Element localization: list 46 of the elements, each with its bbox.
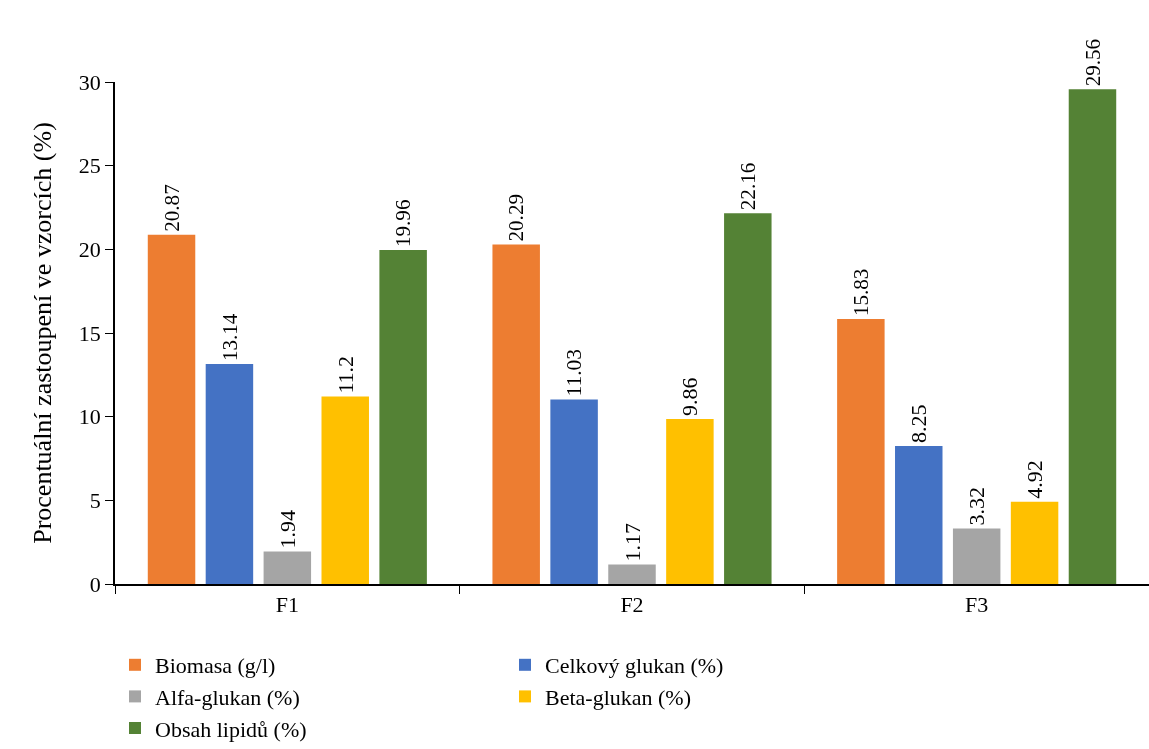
data-label: 1.17 — [619, 522, 645, 562]
bar — [895, 445, 943, 584]
legend-label: Biomasa (g/l) — [155, 653, 276, 679]
data-label: 15.83 — [849, 268, 874, 317]
legend-label: Celkový glukan (%) — [545, 653, 724, 679]
data-label: 29.56 — [1080, 38, 1105, 87]
bar — [147, 234, 196, 584]
bar — [550, 399, 598, 584]
bar — [492, 244, 540, 584]
data-label: 20.29 — [504, 194, 529, 242]
bar — [952, 528, 1001, 584]
y-tick-label: 0 — [89, 571, 101, 597]
bar — [608, 564, 656, 584]
bar — [321, 396, 369, 584]
bar — [837, 319, 885, 584]
x-tick-label: F2 — [620, 592, 644, 618]
data-label: 8.25 — [906, 404, 932, 443]
bar — [666, 419, 714, 584]
y-tick-label: 25 — [78, 153, 101, 179]
data-label: 13.14 — [217, 313, 242, 362]
legend-label: Alfa-glukan (%) — [155, 684, 300, 710]
legend-label: Obsah lipidů (%) — [155, 716, 307, 742]
data-label: 3.32 — [964, 486, 990, 526]
data-label: 19.96 — [391, 199, 416, 247]
data-label: 11.03 — [562, 348, 587, 397]
bar — [1068, 89, 1117, 584]
y-tick-label: 5 — [89, 488, 101, 514]
data-label: 20.87 — [159, 184, 184, 232]
y-tick-label: 30 — [78, 69, 101, 95]
data-label: 4.92 — [1022, 460, 1048, 499]
bar — [263, 551, 312, 584]
bar — [205, 364, 254, 584]
y-tick-label: 15 — [78, 320, 101, 346]
data-label: 1.94 — [274, 510, 300, 549]
bar — [724, 213, 772, 584]
x-tick-label: F1 — [275, 592, 299, 618]
legend-label: Beta-glukan (%) — [545, 684, 691, 710]
bar — [1010, 501, 1059, 584]
bar — [379, 250, 427, 584]
data-label: 9.86 — [677, 377, 703, 417]
x-tick-label: F3 — [965, 592, 989, 618]
data-label: 11.2 — [332, 355, 358, 394]
data-label: 22.16 — [736, 162, 760, 211]
y-axis-title: Procentuální zastoupení ve vzorcích (%) — [27, 122, 57, 544]
y-tick-label: 20 — [78, 237, 101, 263]
y-tick-label: 10 — [78, 404, 101, 430]
